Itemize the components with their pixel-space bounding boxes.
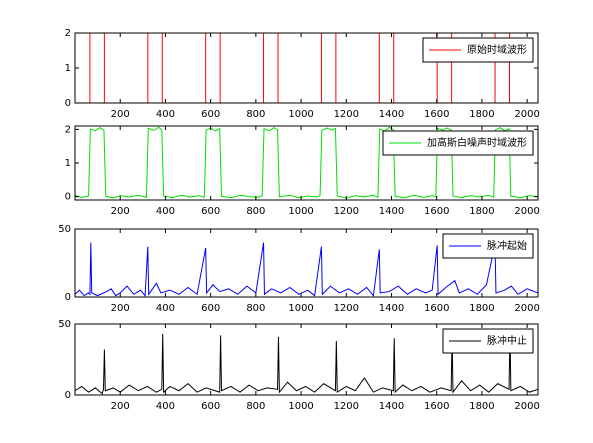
x-tick-label: 800 [246, 206, 265, 217]
x-tick-label: 1800 [469, 109, 494, 120]
x-tick-label: 1200 [334, 109, 359, 120]
x-tick-label: 1000 [288, 109, 313, 120]
x-tick-label: 2000 [514, 401, 539, 412]
x-tick-label: 600 [201, 303, 220, 314]
x-tick-label: 200 [111, 401, 130, 412]
legend-label: 原始时域波形 [467, 43, 527, 56]
y-tick-label: 50 [58, 224, 71, 235]
x-tick-label: 1600 [424, 401, 449, 412]
y-tick-label: 0 [65, 292, 71, 303]
x-tick-label: 1200 [334, 401, 359, 412]
x-tick-label: 1400 [379, 206, 404, 217]
x-tick-label: 1200 [334, 303, 359, 314]
x-tick-label: 600 [201, 401, 220, 412]
axes-frame [74, 228, 539, 298]
y-tick-label: 1 [65, 158, 71, 169]
x-tick-label: 1400 [379, 109, 404, 120]
data-line [74, 126, 539, 199]
x-tick-label: 600 [201, 206, 220, 217]
data-line [74, 332, 539, 395]
x-tick-label: 200 [111, 206, 130, 217]
legend: 原始时域波形 [422, 37, 534, 63]
x-tick-label: 1000 [288, 401, 313, 412]
x-tick-label: 1400 [379, 401, 404, 412]
x-tick-label: 400 [156, 109, 175, 120]
x-tick-label: 1600 [424, 109, 449, 120]
x-tick-label: 2000 [514, 206, 539, 217]
x-tick-label: 1800 [469, 206, 494, 217]
legend: 脉冲起始 [442, 233, 534, 259]
y-tick-label: 0 [65, 192, 71, 203]
x-tick-label: 2000 [514, 109, 539, 120]
x-tick-label: 2000 [514, 303, 539, 314]
y-tick-label: 50 [58, 319, 71, 330]
x-tick-label: 200 [111, 303, 130, 314]
y-tick-label: 0 [65, 98, 71, 109]
x-tick-label: 800 [246, 109, 265, 120]
x-tick-label: 1800 [469, 401, 494, 412]
x-tick-label: 400 [156, 206, 175, 217]
x-tick-label: 200 [111, 109, 130, 120]
y-tick-label: 2 [65, 124, 71, 135]
x-tick-label: 800 [246, 401, 265, 412]
x-tick-label: 1800 [469, 303, 494, 314]
x-tick-label: 1400 [379, 303, 404, 314]
legend-label: 加高斯白噪声时域波形 [427, 136, 527, 149]
x-tick-label: 1600 [424, 206, 449, 217]
x-tick-label: 1000 [288, 303, 313, 314]
axes-frame [74, 323, 539, 396]
x-tick-label: 1000 [288, 206, 313, 217]
x-tick-label: 1600 [424, 303, 449, 314]
y-tick-label: 0 [65, 390, 71, 401]
legend: 加高斯白噪声时域波形 [382, 130, 534, 156]
x-tick-label: 400 [156, 401, 175, 412]
legend-label: 脉冲中止 [487, 334, 527, 347]
x-tick-label: 400 [156, 303, 175, 314]
x-tick-label: 800 [246, 303, 265, 314]
legend-label: 脉冲起始 [487, 239, 527, 252]
y-tick-label: 1 [65, 63, 71, 74]
x-tick-label: 1200 [334, 206, 359, 217]
legend: 脉冲中止 [442, 328, 534, 354]
x-tick-label: 600 [201, 109, 220, 120]
y-tick-label: 2 [65, 28, 71, 39]
data-line [74, 242, 539, 297]
